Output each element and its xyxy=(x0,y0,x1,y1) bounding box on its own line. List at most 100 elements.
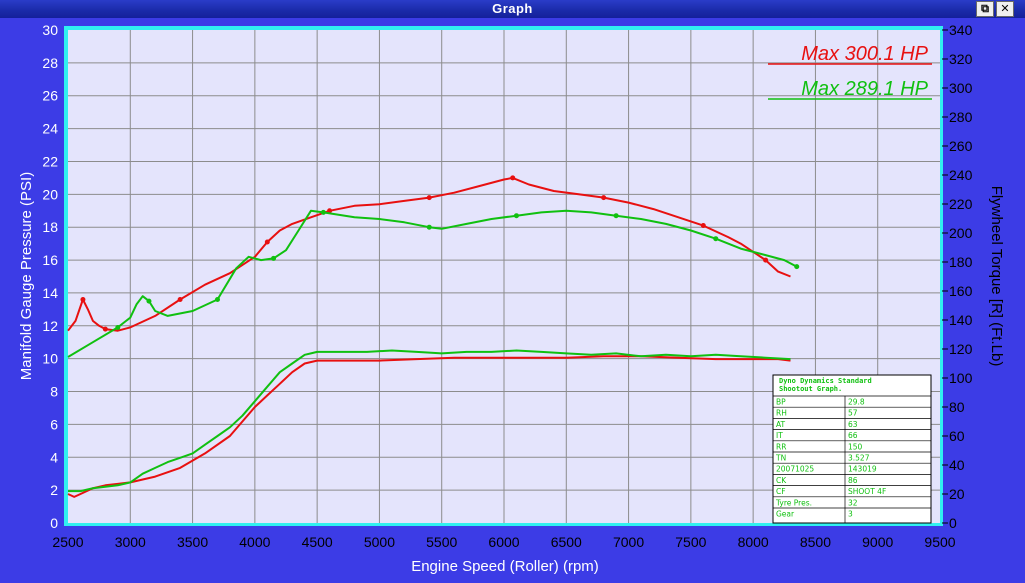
series-marker xyxy=(426,224,432,230)
left-tick-label: 2 xyxy=(50,482,58,498)
title-bar: Graph ⧉ ✕ xyxy=(0,0,1025,18)
left-tick-label: 28 xyxy=(42,55,58,71)
left-tick-label: 16 xyxy=(42,252,58,268)
series-line-1 xyxy=(67,209,798,358)
series-marker xyxy=(271,255,277,261)
info-row-value: 66 xyxy=(848,431,858,440)
info-row-value: SHOOT 4F xyxy=(848,487,886,496)
series-marker xyxy=(613,213,619,219)
series-marker xyxy=(426,195,432,201)
info-row-value: 32 xyxy=(848,498,858,507)
right-tick-label: 20 xyxy=(949,486,965,502)
right-axis-title: Flywheel Torque [R] (Ft.Lb) xyxy=(988,186,1005,367)
info-box xyxy=(772,374,932,524)
series-line-3 xyxy=(68,349,791,493)
info-row-key: Tyre Pres. xyxy=(775,498,812,507)
right-tick-label: 340 xyxy=(949,22,973,38)
right-tick-label: 60 xyxy=(949,428,965,444)
info-row-key: RH xyxy=(776,409,787,418)
restore-icon[interactable]: ⧉ xyxy=(976,1,994,17)
x-tick-label: 2500 xyxy=(52,534,83,550)
series-marker xyxy=(320,209,326,215)
series-marker xyxy=(700,223,706,229)
x-tick-label: 5000 xyxy=(364,534,395,550)
right-tick-label: 240 xyxy=(949,167,973,183)
left-tick-label: 22 xyxy=(42,153,58,169)
right-tick-label: 200 xyxy=(949,225,973,241)
left-tick-label: 10 xyxy=(42,351,58,367)
right-tick-label: 320 xyxy=(949,51,973,67)
left-tick-label: 4 xyxy=(50,449,58,465)
info-row-key: RR xyxy=(776,442,786,451)
series-marker xyxy=(115,324,121,330)
x-tick-label: 6000 xyxy=(488,534,519,550)
x-tick-label: 7000 xyxy=(613,534,644,550)
right-tick-label: 120 xyxy=(949,341,973,357)
left-tick-label: 12 xyxy=(42,318,58,334)
left-tick-label: 30 xyxy=(42,22,58,38)
right-tick-label: 160 xyxy=(949,283,973,299)
series-marker xyxy=(601,195,607,201)
info-row-value: 57 xyxy=(848,409,858,418)
series-marker xyxy=(713,236,719,242)
series-marker xyxy=(327,208,333,214)
x-tick-label: 3000 xyxy=(115,534,146,550)
info-box-title: Shootout Graph. xyxy=(779,385,842,393)
x-tick-label: 8500 xyxy=(800,534,831,550)
right-tick-label: 220 xyxy=(949,196,973,212)
series-marker xyxy=(264,239,270,245)
series-marker xyxy=(794,264,800,270)
left-tick-label: 20 xyxy=(42,186,58,202)
left-tick-label: 24 xyxy=(42,121,58,137)
right-tick-label: 40 xyxy=(949,457,965,473)
info-row-key: CK xyxy=(776,476,787,485)
right-tick-label: 0 xyxy=(949,515,957,531)
info-row-key: AT xyxy=(776,420,786,429)
info-row-key: IT xyxy=(776,431,783,440)
x-tick-label: 6500 xyxy=(551,534,582,550)
info-row-value: 143019 xyxy=(848,465,877,474)
right-tick-label: 180 xyxy=(949,254,973,270)
info-row-key: Gear xyxy=(776,510,795,519)
x-axis-title: Engine Speed (Roller) (rpm) xyxy=(411,558,599,575)
x-tick-label: 5500 xyxy=(426,534,457,550)
series-marker xyxy=(763,257,769,263)
info-row-value: 86 xyxy=(848,476,858,485)
right-tick-label: 140 xyxy=(949,312,973,328)
series-marker xyxy=(510,175,516,181)
x-tick-label: 9500 xyxy=(924,534,955,550)
info-row-key: CF xyxy=(776,487,786,496)
right-tick-label: 80 xyxy=(949,399,965,415)
x-tick-label: 9000 xyxy=(862,534,893,550)
close-icon[interactable]: ✕ xyxy=(996,1,1014,17)
info-row-value: 150 xyxy=(848,442,863,451)
left-tick-label: 6 xyxy=(50,416,58,432)
right-tick-label: 260 xyxy=(949,138,973,154)
info-row-value: 63 xyxy=(848,420,858,429)
right-tick-label: 280 xyxy=(949,109,973,125)
left-axis-title: Manifold Gauge Pressure (PSI) xyxy=(18,172,35,380)
info-row-value: 3.527 xyxy=(848,454,870,463)
series-marker xyxy=(214,297,220,303)
info-box-title: Dyno Dynamics Standard xyxy=(779,377,872,385)
left-tick-label: 14 xyxy=(42,285,58,301)
left-tick-label: 18 xyxy=(42,219,58,235)
info-row-value: 29.8 xyxy=(848,398,865,407)
series-marker xyxy=(177,297,183,303)
left-tick-label: 26 xyxy=(42,88,58,104)
right-tick-label: 300 xyxy=(949,80,973,96)
info-row-value: 3 xyxy=(848,510,853,519)
info-row-key: BP xyxy=(776,398,786,407)
series-marker xyxy=(80,297,86,303)
left-tick-label: 8 xyxy=(50,384,58,400)
series-marker xyxy=(146,298,152,304)
info-row-key: 20071025 xyxy=(776,465,814,474)
right-tick-label: 100 xyxy=(949,370,973,386)
left-tick-label: 0 xyxy=(50,515,58,531)
window-title: Graph xyxy=(492,1,533,16)
x-tick-label: 4500 xyxy=(302,534,333,550)
x-tick-label: 3500 xyxy=(177,534,208,550)
info-row-key: TN xyxy=(775,454,786,463)
